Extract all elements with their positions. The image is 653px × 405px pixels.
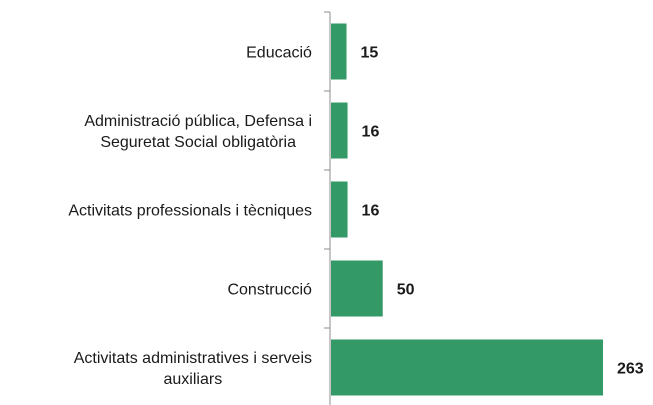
category-label: Administració pública, Defensa i Segureta… [84, 113, 312, 151]
bars [331, 23, 603, 396]
category-label-line: Educació [246, 45, 312, 62]
data-label: 16 [362, 203, 380, 220]
data-label: 50 [397, 282, 415, 299]
bar [331, 339, 603, 396]
data-label: 16 [362, 124, 380, 141]
category-label: Activitats professionals i tècniques [68, 203, 312, 220]
category-label: Construcció [227, 282, 312, 299]
category-axis [324, 11, 331, 405]
category-label-line: Activitats professionals i tècniques [68, 203, 312, 220]
category-labels: Educació Administració pública, Defensa i… [68, 45, 312, 389]
category-label: Activitats administratives i serveis auxi… [74, 350, 312, 388]
category-label: Educació [246, 45, 312, 62]
data-label: 15 [361, 45, 379, 62]
category-label-line: Administració pública, Defensa i [84, 113, 312, 130]
category-label-line: Activitats administratives i serveis [74, 350, 312, 367]
category-label-line: Seguretat Social obligatòria [100, 134, 296, 151]
category-label-line: auxiliars [164, 371, 223, 388]
bar [331, 260, 383, 317]
data-label: 263 [617, 361, 644, 378]
category-label-line: Construcció [227, 282, 312, 299]
bar [331, 102, 348, 159]
data-labels: 15 16 16 50 263 [361, 45, 644, 378]
bar [331, 23, 347, 80]
bar [331, 181, 348, 238]
